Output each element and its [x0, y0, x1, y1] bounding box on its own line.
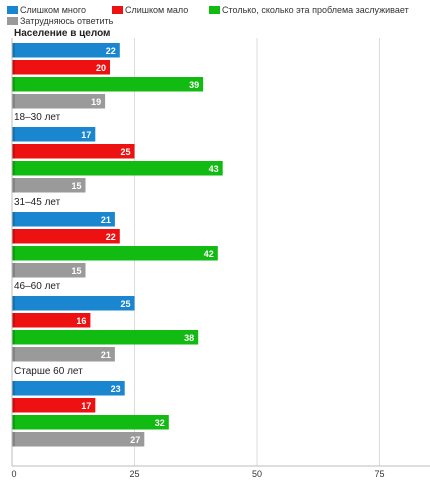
- bar-edge: [12, 60, 15, 75]
- bar: [12, 161, 223, 176]
- bar-edge: [12, 229, 15, 244]
- bar: [12, 127, 96, 142]
- bar: [12, 212, 115, 227]
- bar-edge: [12, 178, 15, 193]
- bar: [12, 77, 204, 92]
- category-label: 46–60 лет: [14, 281, 61, 292]
- x-axis: 0 25 50 75: [11, 38, 430, 479]
- bar: [12, 398, 96, 413]
- x-tick-label-25: 25: [129, 469, 139, 479]
- bar-edge: [12, 43, 15, 58]
- bar-value-label: 15: [71, 181, 81, 191]
- bar-value-label: 22: [106, 46, 116, 56]
- bar: [12, 381, 125, 396]
- category-label: Население в целом: [14, 28, 110, 39]
- bar-edge: [12, 415, 15, 430]
- legend-label-2: Столько, сколько эта проблема заслуживае…: [222, 5, 409, 15]
- bar-group-1: 18–30 лет 17 25 43 15: [12, 112, 223, 193]
- bar-value-label: 25: [120, 147, 130, 157]
- bar-value-label: 22: [106, 232, 116, 242]
- legend-swatch-2: [209, 6, 220, 14]
- bar-value-label: 38: [184, 333, 194, 343]
- bar: [12, 330, 199, 345]
- legend-swatch-3: [7, 17, 18, 25]
- legend-label-0: Слишком много: [20, 5, 86, 15]
- category-label: 18–30 лет: [14, 112, 61, 123]
- bar: [12, 94, 106, 109]
- bar-edge: [12, 296, 15, 311]
- bar-value-label: 23: [111, 384, 121, 394]
- bar: [12, 313, 91, 328]
- bar-value-label: 19: [91, 97, 101, 107]
- bar-group-3: 46–60 лет 25 16 38 21: [12, 281, 199, 362]
- bar-edge: [12, 381, 15, 396]
- x-tick-label-0: 0: [11, 469, 16, 479]
- bar-edge: [12, 347, 15, 362]
- bar-value-label: 43: [209, 164, 219, 174]
- bar-value-label: 17: [81, 130, 91, 140]
- bar: [12, 263, 86, 278]
- legend: Слишком много Слишком мало Столько, скольк…: [7, 5, 409, 26]
- bar-edge: [12, 94, 15, 109]
- bar-value-label: 16: [76, 316, 86, 326]
- bar-edge: [12, 398, 15, 413]
- bar-edge: [12, 330, 15, 345]
- bar-edge: [12, 313, 15, 328]
- bar-edge: [12, 246, 15, 261]
- legend-label-3: Затрудняюсь ответить: [20, 16, 114, 26]
- bar-value-label: 39: [189, 80, 199, 90]
- bar-value-label: 25: [120, 299, 130, 309]
- bar-edge: [12, 432, 15, 447]
- bar: [12, 144, 135, 159]
- bar-value-label: 27: [130, 435, 140, 445]
- bar-group-4: Старше 60 лет 23 17 32 27: [12, 366, 169, 447]
- bar-group-2: 31–45 лет 21 22 42 15: [12, 197, 218, 278]
- bar-value-label: 15: [71, 266, 81, 276]
- legend-label-1: Слишком мало: [125, 5, 188, 15]
- bar-edge: [12, 161, 15, 176]
- bar: [12, 432, 145, 447]
- bar-value-label: 42: [204, 249, 214, 259]
- bar-edge: [12, 77, 15, 92]
- bar-value-label: 32: [155, 418, 165, 428]
- bar-edge: [12, 212, 15, 227]
- bar-edge: [12, 263, 15, 278]
- bar-value-label: 17: [81, 401, 91, 411]
- bar: [12, 60, 110, 75]
- bar-value-label: 20: [96, 63, 106, 73]
- bar-edge: [12, 127, 15, 142]
- bar: [12, 43, 120, 58]
- x-tick-label-75: 75: [374, 469, 384, 479]
- bar-edge: [12, 144, 15, 159]
- category-label: 31–45 лет: [14, 197, 61, 208]
- bar-value-label: 21: [101, 215, 111, 225]
- category-label: Старше 60 лет: [14, 366, 83, 377]
- bar: [12, 347, 115, 362]
- bar: [12, 246, 218, 261]
- bar: [12, 229, 120, 244]
- bar: [12, 296, 135, 311]
- bar-value-label: 21: [101, 350, 111, 360]
- bar: [12, 178, 86, 193]
- legend-swatch-0: [7, 6, 18, 14]
- legend-swatch-1: [112, 6, 123, 14]
- bar: [12, 415, 169, 430]
- x-tick-label-50: 50: [252, 469, 262, 479]
